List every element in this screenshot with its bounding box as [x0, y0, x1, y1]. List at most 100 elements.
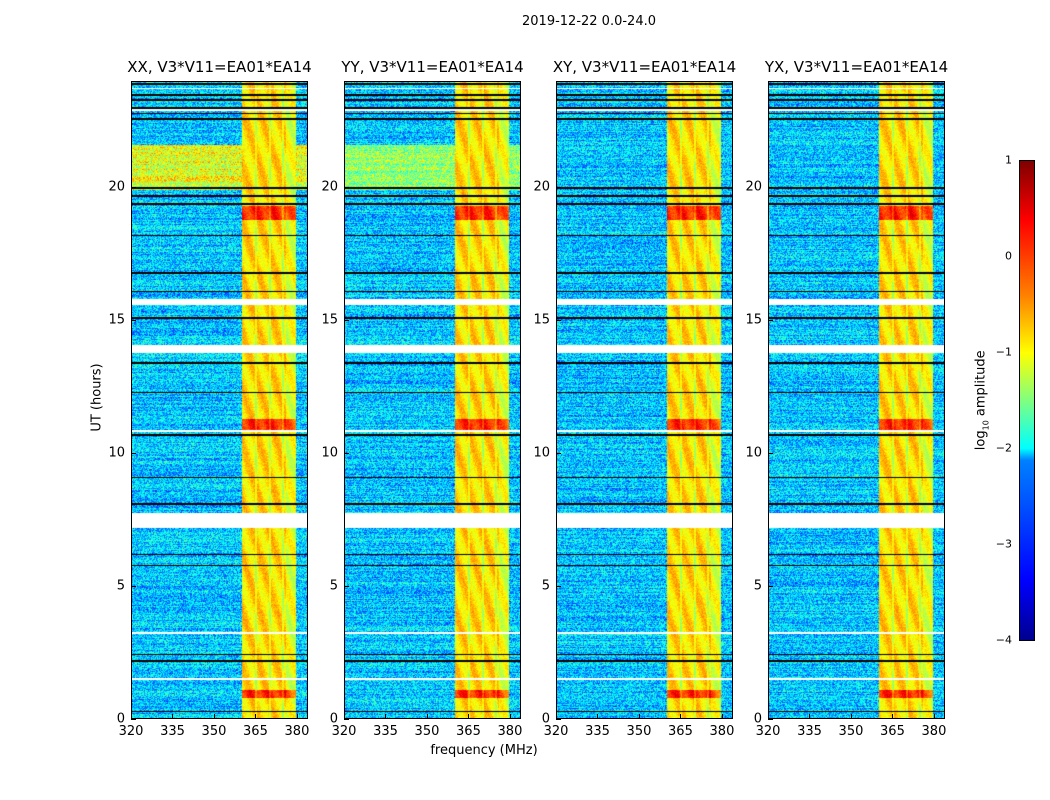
colorbar-tick-label: 1 [1005, 153, 1012, 167]
axes-frame [768, 81, 945, 719]
y-tick-label: 5 [116, 578, 125, 594]
y-tick-label: 10 [108, 445, 125, 461]
x-tick [768, 714, 769, 719]
x-tick-label: 335 [585, 724, 610, 739]
y-tick-label: 15 [108, 312, 125, 328]
x-tick [556, 714, 557, 719]
y-tick-label: 10 [745, 445, 762, 461]
y-tick [131, 320, 136, 322]
y-tick-label: 5 [329, 578, 338, 594]
y-tick-label: 0 [541, 711, 550, 727]
y-tick [768, 320, 773, 322]
spectrogram-heatmap [344, 81, 521, 719]
axes-frame [344, 81, 521, 719]
y-tick [344, 586, 349, 588]
y-tick [344, 320, 349, 322]
x-tick-label: 380 [284, 724, 310, 739]
x-tick-label: 320 [543, 724, 569, 739]
panel-title: XY, V3*V11=EA01*EA14 [552, 58, 737, 76]
y-tick-label: 20 [108, 179, 125, 195]
y-tick-label: 10 [321, 445, 338, 461]
x-tick [597, 714, 599, 719]
panel-title: YY, V3*V11=EA01*EA14 [341, 58, 524, 76]
colorbar-tick-label: −2 [995, 441, 1012, 455]
x-tick-label: 350 [838, 724, 864, 739]
y-tick [131, 719, 136, 720]
x-tick-label: 320 [118, 724, 144, 739]
y-tick [131, 187, 136, 189]
y-tick [131, 586, 136, 588]
colorbar [1019, 160, 1035, 641]
figure-title: 2019-12-22 0.0-24.0 [522, 14, 656, 29]
x-tick-label: 380 [921, 724, 947, 739]
y-axis-label: UT (hours) [89, 363, 105, 432]
x-tick [172, 714, 174, 719]
y-tick [768, 719, 773, 720]
spectrogram-heatmap [131, 81, 308, 719]
colorbar-tick-label: 0 [1005, 249, 1012, 263]
spectrogram-panel-0: XX, V3*V11=EA01*EA14 320 335 350 365 380 0 5 10 1… [108, 58, 311, 739]
y-tick [131, 453, 136, 455]
y-tick-label: 20 [745, 179, 762, 195]
x-tick [255, 714, 257, 719]
x-tick-label: 335 [160, 724, 185, 739]
y-tick [556, 320, 561, 322]
x-tick [213, 714, 215, 719]
panel-title: YX, V3*V11=EA01*EA14 [764, 58, 949, 76]
x-tick [809, 714, 811, 719]
x-tick [850, 714, 852, 719]
x-tick-label: 320 [755, 724, 781, 739]
x-tick [509, 714, 511, 719]
y-tick-label: 15 [533, 312, 550, 328]
x-tick-label: 365 [668, 724, 693, 739]
y-tick [556, 187, 561, 189]
y-tick-label: 0 [329, 711, 338, 727]
panel-title: XX, V3*V11=EA01*EA14 [127, 58, 312, 76]
x-tick [344, 714, 345, 719]
x-tick [385, 714, 387, 719]
colorbar-tick-label: −4 [995, 633, 1012, 647]
y-tick [556, 719, 561, 720]
x-tick-label: 365 [880, 724, 905, 739]
colorbar-label-rest: amplitude [973, 350, 989, 421]
y-tick-label: 0 [116, 711, 125, 727]
y-tick-label: 5 [541, 578, 550, 594]
colorbar-label: log10 amplitude [974, 340, 991, 460]
y-tick-label: 15 [745, 312, 762, 328]
x-tick-label: 335 [797, 724, 822, 739]
x-tick-label: 365 [456, 724, 481, 739]
x-tick [933, 714, 935, 719]
y-tick [768, 187, 773, 189]
colorbar-tick-label: −1 [995, 345, 1012, 359]
x-tick [296, 714, 298, 719]
x-tick-label: 320 [331, 724, 357, 739]
axes-frame [556, 81, 733, 719]
y-tick-label: 10 [533, 445, 550, 461]
x-tick-label: 350 [626, 724, 652, 739]
y-tick [344, 719, 349, 720]
x-tick [426, 714, 428, 719]
x-tick-label: 335 [373, 724, 398, 739]
axes-frame [131, 81, 308, 719]
x-tick-label: 380 [497, 724, 523, 739]
x-tick [638, 714, 640, 719]
spectrogram-heatmap [556, 81, 733, 719]
x-tick [468, 714, 470, 719]
x-tick-label: 350 [201, 724, 227, 739]
y-tick-label: 5 [753, 578, 762, 594]
spectrogram-panel-2: XY, V3*V11=EA01*EA14 320 335 350 365 380 0 5 10 1… [533, 58, 736, 739]
colorbar-tick-label: −3 [995, 537, 1012, 551]
colorbar-label-main: log [973, 430, 989, 451]
y-tick [556, 586, 561, 588]
x-tick-label: 380 [709, 724, 735, 739]
y-tick-label: 0 [753, 711, 762, 727]
y-tick [344, 187, 349, 189]
y-tick-label: 20 [321, 179, 338, 195]
spectrogram-panel-3: YX, V3*V11=EA01*EA14 320 335 350 365 380 0 5 10 1… [745, 58, 948, 739]
x-tick-label: 365 [243, 724, 268, 739]
spectrogram-heatmap [768, 81, 945, 719]
y-tick [768, 453, 773, 455]
spectrogram-panel-1: YY, V3*V11=EA01*EA14 320 335 350 365 380 0 5 10 1… [321, 58, 523, 739]
y-tick-label: 15 [321, 312, 338, 328]
